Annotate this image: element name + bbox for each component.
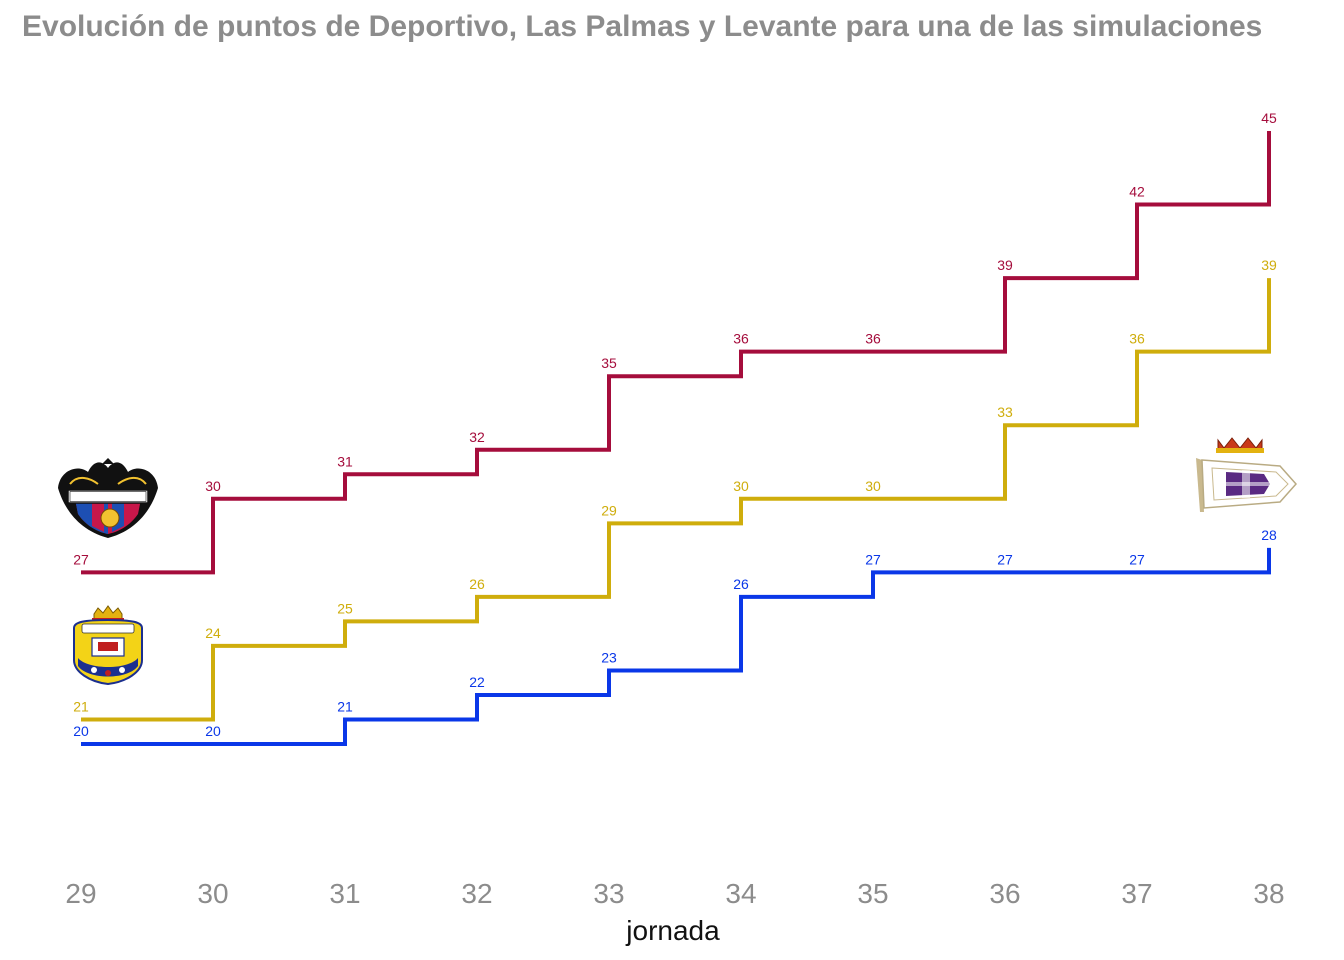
x-axis-ticks: 29 30 31 32 33 34 35 36 37 38: [65, 878, 1284, 909]
series-line-levante: [81, 131, 1271, 575]
deportivo-crest-icon: [1196, 437, 1298, 512]
x-tick-label: 38: [1253, 878, 1284, 909]
data-label-las-palmas: 24: [205, 625, 221, 641]
x-tick-label: 34: [725, 878, 756, 909]
series-line-deportivo: [81, 547, 1271, 746]
data-label-las-palmas: 21: [73, 698, 89, 714]
data-label-deportivo: 27: [865, 551, 881, 567]
data-label-levante: 36: [733, 331, 749, 347]
data-label-levante: 31: [337, 453, 353, 469]
data-label-deportivo: 21: [337, 698, 353, 714]
x-tick-label: 29: [65, 878, 96, 909]
data-label-levante: 32: [469, 429, 485, 445]
series-line-las-palmas: [81, 278, 1271, 722]
data-label-deportivo: 20: [205, 723, 221, 739]
data-label-las-palmas: 33: [997, 404, 1013, 420]
data-label-levante: 42: [1129, 184, 1145, 200]
data-label-deportivo: 27: [997, 551, 1013, 567]
data-label-las-palmas: 29: [601, 502, 617, 518]
data-label-levante: 39: [997, 257, 1013, 273]
x-tick-label: 36: [989, 878, 1020, 909]
data-label-las-palmas: 30: [865, 478, 881, 494]
data-label-levante: 36: [865, 331, 881, 347]
data-label-deportivo: 20: [73, 723, 89, 739]
data-label-deportivo: 23: [601, 649, 617, 665]
data-label-las-palmas: 39: [1261, 257, 1277, 273]
data-label-deportivo: 28: [1261, 527, 1277, 543]
x-axis-label: jornada: [625, 915, 720, 946]
series-layer: [81, 131, 1271, 746]
data-label-deportivo: 22: [469, 674, 485, 690]
x-tick-label: 31: [329, 878, 360, 909]
data-label-deportivo: 27: [1129, 551, 1145, 567]
las-palmas-crest-icon: [73, 605, 143, 686]
data-label-levante: 27: [73, 551, 89, 567]
data-label-levante: 30: [205, 478, 221, 494]
data-label-deportivo: 26: [733, 576, 749, 592]
x-tick-label: 35: [857, 878, 888, 909]
x-tick-label: 37: [1121, 878, 1152, 909]
data-label-las-palmas: 26: [469, 576, 485, 592]
x-tick-label: 33: [593, 878, 624, 909]
data-label-las-palmas: 25: [337, 600, 353, 616]
chart-title: Evolución de puntos de Deportivo, Las Pa…: [22, 10, 1263, 43]
x-tick-label: 30: [197, 878, 228, 909]
data-label-levante: 45: [1261, 110, 1277, 126]
levante-crest-icon: [58, 458, 158, 538]
data-label-levante: 35: [601, 355, 617, 371]
point-label-layer: 27 30 31 32 35 36 36 39 42 45 21 24 25 26 29 30 30 33 36 39…: [73, 110, 1277, 739]
x-tick-label: 32: [461, 878, 492, 909]
data-label-las-palmas: 30: [733, 478, 749, 494]
data-label-las-palmas: 36: [1129, 331, 1145, 347]
